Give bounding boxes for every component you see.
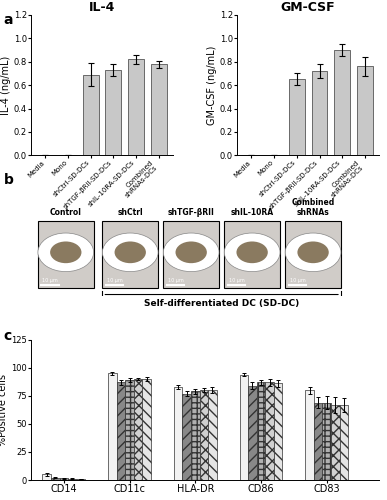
Bar xyxy=(322,402,331,480)
Bar xyxy=(83,74,99,156)
Circle shape xyxy=(176,242,207,263)
Bar xyxy=(182,394,191,480)
Bar xyxy=(68,478,77,480)
Bar xyxy=(257,382,265,480)
Bar xyxy=(51,478,60,480)
Bar xyxy=(289,80,305,156)
Text: Self-differentiated DC (SD-DC): Self-differentiated DC (SD-DC) xyxy=(144,300,299,308)
Bar xyxy=(38,221,94,288)
Bar xyxy=(60,478,68,480)
Bar xyxy=(314,402,322,480)
Bar xyxy=(191,392,200,480)
Bar xyxy=(108,374,117,480)
Bar xyxy=(134,379,142,480)
Bar xyxy=(357,66,373,156)
Bar xyxy=(312,71,327,156)
Bar xyxy=(43,474,51,480)
Circle shape xyxy=(38,233,94,272)
Bar xyxy=(305,390,314,480)
Y-axis label: IL-4 (ng/mL): IL-4 (ng/mL) xyxy=(1,56,11,115)
Text: 10 μm: 10 μm xyxy=(289,278,305,283)
Bar xyxy=(274,384,283,480)
Bar xyxy=(128,60,144,156)
Text: b: b xyxy=(4,172,14,186)
Bar xyxy=(77,479,85,480)
Title: GM-CSF: GM-CSF xyxy=(281,1,336,14)
Bar xyxy=(285,221,341,288)
Text: 10 μm: 10 μm xyxy=(42,278,58,283)
Circle shape xyxy=(102,233,158,272)
Bar xyxy=(240,374,248,480)
Text: shTGF-βRII: shTGF-βRII xyxy=(168,208,215,218)
Text: shCtrl: shCtrl xyxy=(117,208,143,218)
Bar xyxy=(200,390,208,480)
Bar xyxy=(174,387,182,480)
Text: Combined
shRNAs: Combined shRNAs xyxy=(291,198,335,218)
Text: a: a xyxy=(4,12,14,26)
Circle shape xyxy=(224,233,280,272)
Y-axis label: %Positive cells: %Positive cells xyxy=(0,374,8,446)
Bar xyxy=(125,380,134,480)
Bar xyxy=(117,382,125,480)
Bar xyxy=(339,405,348,480)
Circle shape xyxy=(115,242,146,263)
Bar xyxy=(142,379,151,480)
Text: 10 μm: 10 μm xyxy=(168,278,183,283)
Bar xyxy=(331,405,339,480)
Bar xyxy=(208,390,217,480)
Text: 10 μm: 10 μm xyxy=(107,278,122,283)
Circle shape xyxy=(236,242,268,263)
Title: IL-4: IL-4 xyxy=(89,1,115,14)
Bar xyxy=(334,50,350,156)
Bar xyxy=(248,386,257,480)
Circle shape xyxy=(297,242,329,263)
Text: c: c xyxy=(4,329,12,343)
Text: shIL-10RA: shIL-10RA xyxy=(231,208,274,218)
Bar xyxy=(151,64,167,156)
Y-axis label: GM-CSF (ng/mL): GM-CSF (ng/mL) xyxy=(207,46,217,125)
Bar xyxy=(163,221,219,288)
Text: 10 μm: 10 μm xyxy=(229,278,244,283)
Circle shape xyxy=(163,233,219,272)
Bar xyxy=(265,382,274,480)
Circle shape xyxy=(285,233,341,272)
Circle shape xyxy=(50,242,82,263)
Bar xyxy=(105,70,121,156)
Bar xyxy=(224,221,280,288)
Bar xyxy=(102,221,158,288)
Text: Control: Control xyxy=(50,208,82,218)
